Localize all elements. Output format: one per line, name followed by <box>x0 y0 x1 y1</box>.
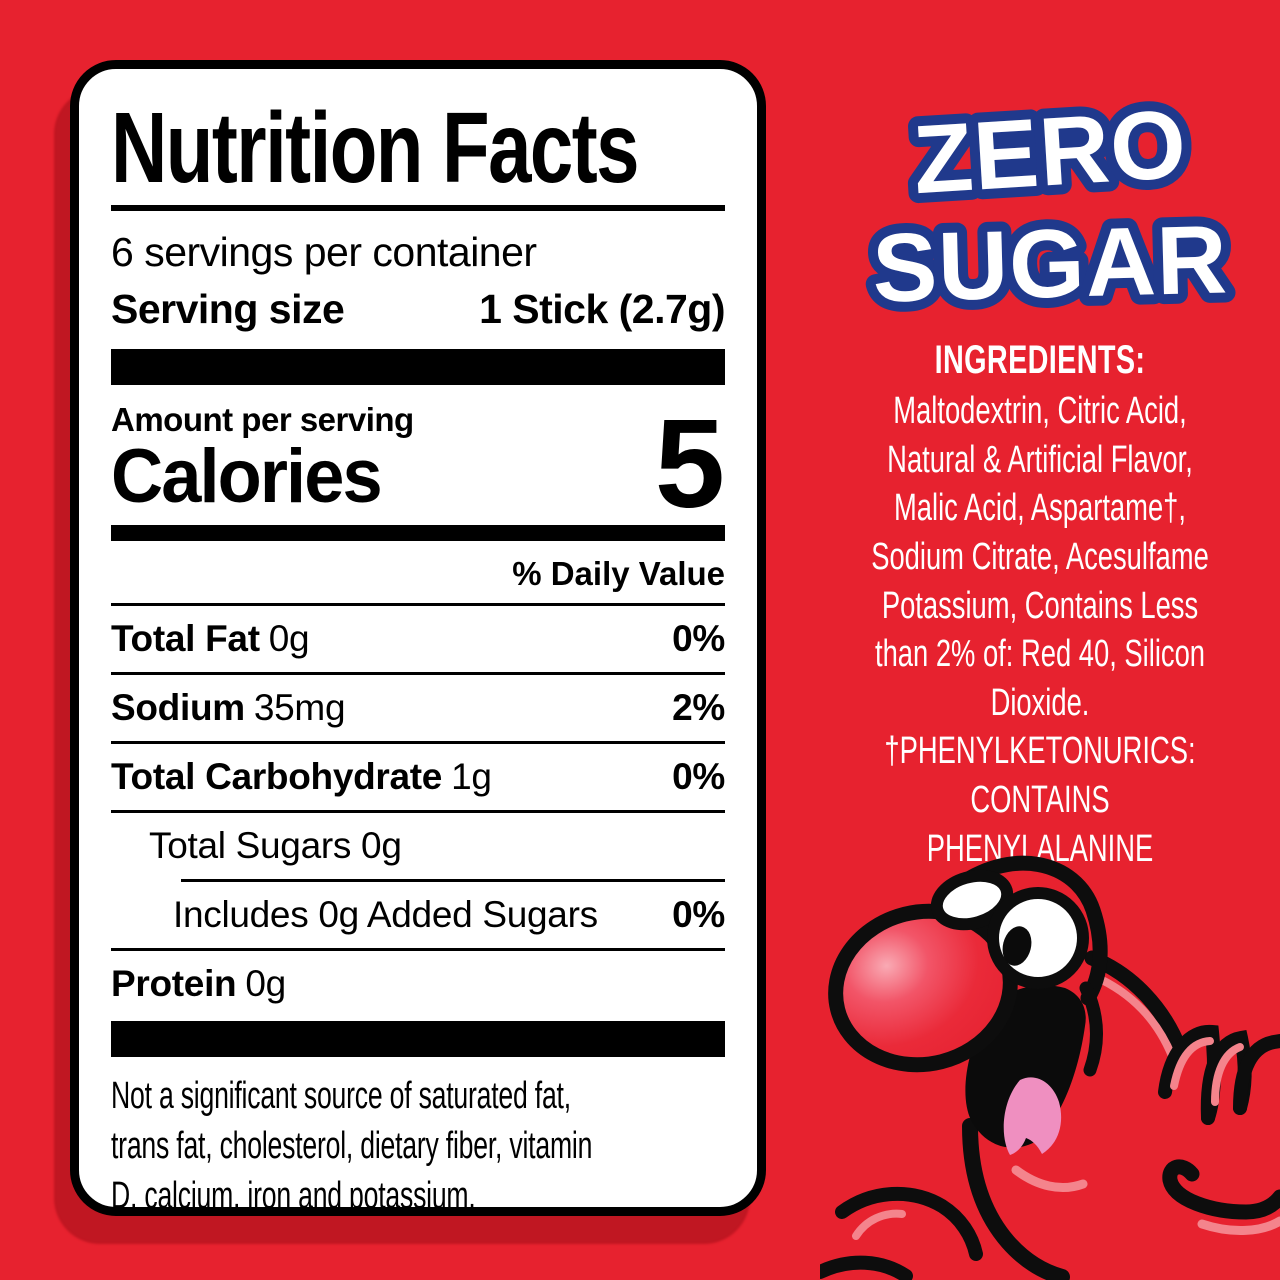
ingredients-text: Maltodextrin, Citric Acid, Natural & Art… <box>871 390 1209 870</box>
serving-size-row: Serving size 1 Stick (2.7g) <box>111 286 725 333</box>
daily-value-header: % Daily Value <box>512 555 725 592</box>
mascot-head-outline <box>947 855 1108 1006</box>
title-rule <box>111 205 725 211</box>
amount-per-serving-label: Amount per serving <box>111 401 414 438</box>
row-total-fat: Total Fat 0g 0% <box>111 606 725 672</box>
mascot-hip <box>1162 1159 1280 1235</box>
mascot-pupil <box>1002 926 1032 966</box>
nutrition-facts-title: Nutrition Facts <box>111 92 640 204</box>
row-total-carbohydrate: Total Carbohydrate 1g 0% <box>111 744 725 810</box>
calories-label: Calories <box>111 434 383 519</box>
nutrient-name: Protein <box>111 963 237 1004</box>
nutrient-dv: 2% <box>672 687 725 728</box>
mascot-arm <box>820 1186 983 1280</box>
row-total-sugars: Total Sugars 0g <box>111 813 725 879</box>
nutrient-dv: 0% <box>672 756 725 797</box>
nutrition-facts-label: Nutrition Facts 6 servings per container… <box>70 60 766 1217</box>
calories-value: 5 <box>654 392 725 534</box>
mascot-flipper <box>1158 1024 1280 1125</box>
mascot-eye-left <box>930 869 1014 931</box>
divider <box>111 741 725 744</box>
nutrient-name: Total Carbohydrate <box>111 756 443 797</box>
nutrient-amount: 35mg <box>253 687 346 728</box>
divider <box>111 672 725 675</box>
nutrient-dv: 0% <box>672 894 725 935</box>
nutrient-amount: 0g <box>245 963 286 1004</box>
nutrient-dv: 0% <box>672 618 725 659</box>
separator-bar-thick <box>111 349 725 385</box>
row-protein: Protein 0g <box>111 951 725 1017</box>
divider <box>111 948 725 951</box>
nutrient-name: Sodium <box>111 687 245 728</box>
nutrient-name: Includes 0g Added Sugars <box>173 894 598 935</box>
row-sodium: Sodium 35mg 2% <box>111 675 725 741</box>
serving-size-label: Serving size <box>111 286 345 332</box>
separator-bar-medium <box>111 525 725 541</box>
footnote: Not a significant source of saturated fa… <box>111 1075 593 1218</box>
mascot-character-illustration <box>820 855 1280 1280</box>
divider <box>111 810 725 813</box>
nutrient-amount: 0g <box>268 618 310 659</box>
serving-size-value: 1 Stick (2.7g) <box>479 286 725 332</box>
nutrient-name: Total Fat <box>111 618 260 659</box>
row-added-sugars: Includes 0g Added Sugars 0% <box>111 882 725 948</box>
divider <box>111 603 725 606</box>
nutrient-name: Total Sugars 0g <box>149 825 402 866</box>
sugar-text: SUGAR <box>871 204 1229 322</box>
nutrient-amount: 1g <box>451 756 492 797</box>
mascot-tongue <box>1003 1077 1062 1155</box>
ingredients-heading: INGREDIENTS: <box>934 338 1146 382</box>
mascot-chest <box>962 1118 1088 1280</box>
mascot-jaw-line <box>1079 981 1103 1077</box>
servings-per-container: 6 servings per container <box>111 229 537 275</box>
ingredients-section: INGREDIENTS: Maltodextrin, Citric Acid, … <box>806 338 1274 873</box>
calories-block: Amount per serving Calories 5 <box>111 392 725 534</box>
zero-sugar-logo: ZERO SUGAR <box>861 82 1239 327</box>
divider-inset <box>181 879 725 882</box>
zero-text: ZERO <box>910 89 1190 214</box>
separator-bar-thick <box>111 1021 725 1057</box>
